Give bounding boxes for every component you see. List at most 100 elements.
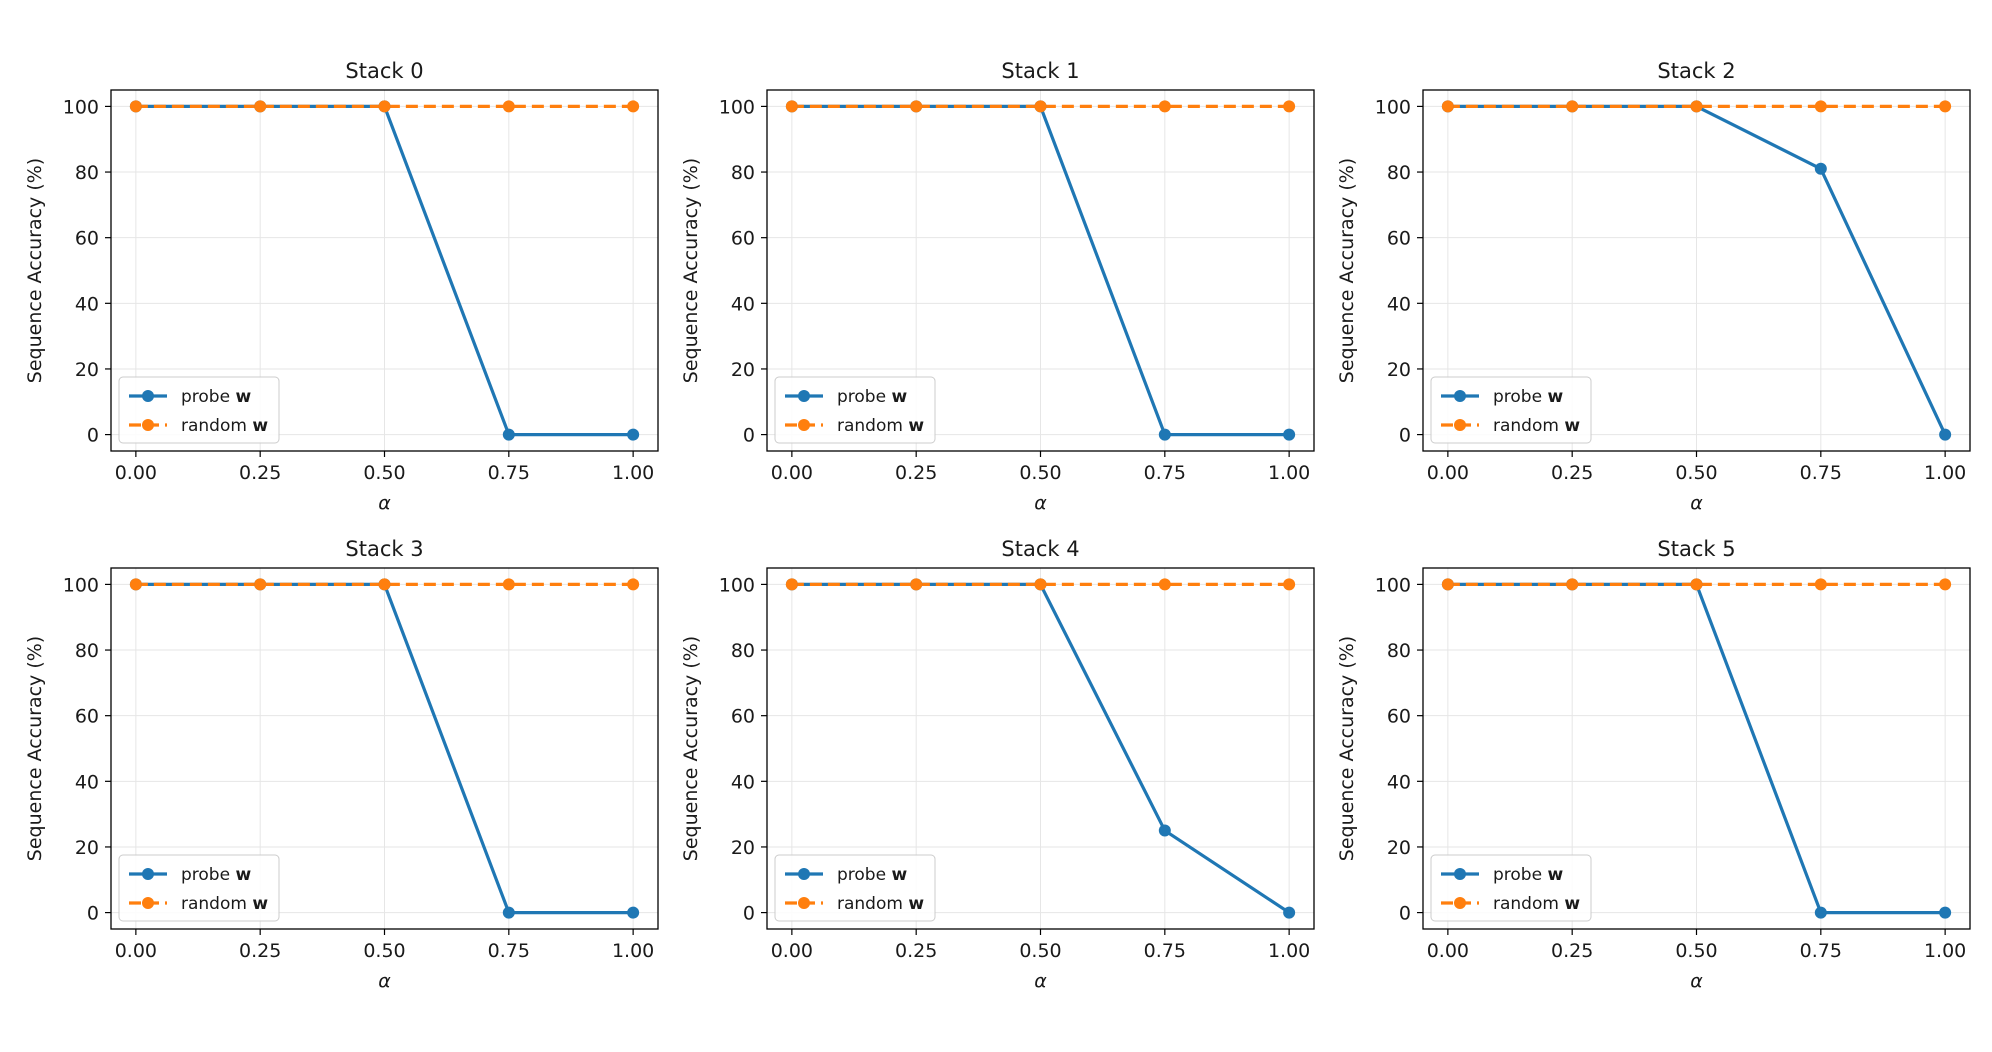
- legend-label-probe: probe w: [181, 387, 251, 407]
- legend-swatch-marker: [1454, 390, 1466, 402]
- legend-label-probe: probe w: [837, 865, 907, 885]
- data-point-random: [1283, 578, 1296, 591]
- legend-label-text: random: [837, 894, 908, 914]
- legend-swatch-marker: [798, 419, 810, 431]
- subplot-2: 0.00 0.25 0.50 0.75 1.00 0 20 40 60 80 100 Stack 2 α…: [1336, 59, 1971, 514]
- data-point-probe: [1814, 162, 1827, 175]
- x-tick-label: 0.75: [1800, 940, 1842, 962]
- y-tick-label: 60: [75, 706, 99, 728]
- subplot-5: 0.00 0.25 0.50 0.75 1.00 0 20 40 60 80 100 Stack 5 α…: [1336, 537, 1971, 992]
- x-axis-label: α: [1034, 970, 1047, 992]
- x-tick-label: 0.75: [488, 940, 530, 962]
- x-tick-label: 0.25: [239, 462, 281, 484]
- subplot-title: Stack 3: [345, 537, 423, 561]
- x-tick-label: 0.25: [1551, 940, 1593, 962]
- x-tick-label: 0.25: [1551, 462, 1593, 484]
- y-axis-label: Sequence Accuracy (%): [1336, 158, 1358, 383]
- legend-label-random: random w: [837, 416, 924, 436]
- legend-label-text: random: [181, 894, 252, 914]
- legend-label-bold: w: [252, 894, 268, 914]
- legend-label-probe: probe w: [1493, 387, 1563, 407]
- legend-label-text: probe: [837, 387, 891, 407]
- y-tick-label: 20: [75, 359, 99, 381]
- data-point-probe: [1939, 906, 1952, 919]
- y-tick-label: 100: [63, 96, 99, 118]
- y-tick-label: 0: [1399, 425, 1411, 447]
- legend-swatch-marker: [1454, 897, 1466, 909]
- y-tick-label: 40: [1387, 293, 1411, 315]
- x-tick-label: 0.50: [1019, 940, 1061, 962]
- data-point-random: [910, 100, 923, 113]
- subplot-0: 0.00 0.25 0.50 0.75 1.00 0 20 40 60 80 100 Stack 0 α…: [24, 59, 659, 514]
- subplot-4: 0.00 0.25 0.50 0.75 1.00 0 20 40 60 80 100 Stack 4 α…: [680, 537, 1315, 992]
- legend-label-bold: w: [1547, 865, 1563, 885]
- legend-label-bold: w: [891, 865, 907, 885]
- y-tick-label: 20: [1387, 359, 1411, 381]
- x-tick-label: 1.00: [612, 462, 654, 484]
- data-point-random: [502, 100, 515, 113]
- data-point-random: [129, 578, 142, 591]
- x-tick-label: 0.75: [1144, 940, 1186, 962]
- subplot-title: Stack 0: [345, 59, 423, 83]
- legend-label-bold: w: [1564, 894, 1580, 914]
- y-tick-label: 80: [1387, 162, 1411, 184]
- legend-label-text: random: [1493, 894, 1564, 914]
- x-tick-label: 0.25: [895, 462, 937, 484]
- x-tick-label: 0.00: [771, 462, 813, 484]
- legend-swatch-marker: [142, 897, 154, 909]
- subplot-title: Stack 5: [1657, 537, 1735, 561]
- y-tick-label: 60: [731, 228, 755, 250]
- x-tick-label: 0.00: [115, 940, 157, 962]
- legend-label-bold: w: [235, 387, 251, 407]
- x-tick-label: 0.50: [363, 462, 405, 484]
- data-point-random: [1690, 100, 1703, 113]
- legend: probe w random w: [774, 854, 936, 922]
- x-tick-label: 0.75: [488, 462, 530, 484]
- data-point-probe: [502, 906, 515, 919]
- legend-label-bold: w: [235, 865, 251, 885]
- y-tick-label: 80: [75, 640, 99, 662]
- data-point-random: [129, 100, 142, 113]
- subplot-1: 0.00 0.25 0.50 0.75 1.00 0 20 40 60 80 100 Stack 1 α…: [680, 59, 1315, 514]
- legend-label-random: random w: [181, 416, 268, 436]
- legend-label-bold: w: [252, 416, 268, 436]
- legend-swatch-marker: [798, 868, 810, 880]
- data-point-probe: [1814, 906, 1827, 919]
- y-tick-label: 100: [63, 574, 99, 596]
- data-point-random: [1158, 100, 1171, 113]
- y-tick-label: 40: [1387, 771, 1411, 793]
- y-tick-label: 60: [1387, 228, 1411, 250]
- y-tick-label: 20: [75, 837, 99, 859]
- data-point-random: [254, 578, 267, 591]
- x-axis-label: α: [378, 492, 391, 514]
- y-tick-label: 0: [1399, 903, 1411, 925]
- x-axis-label: α: [1034, 492, 1047, 514]
- y-tick-label: 20: [1387, 837, 1411, 859]
- data-point-random: [1034, 578, 1047, 591]
- x-tick-label: 0.00: [1427, 462, 1469, 484]
- x-tick-label: 1.00: [612, 940, 654, 962]
- y-tick-label: 20: [731, 359, 755, 381]
- x-tick-label: 0.00: [771, 940, 813, 962]
- data-point-random: [502, 578, 515, 591]
- y-tick-label: 60: [75, 228, 99, 250]
- data-point-probe: [627, 906, 640, 919]
- x-tick-label: 0.00: [115, 462, 157, 484]
- legend-label-text: probe: [181, 865, 235, 885]
- legend-swatch-marker: [1454, 868, 1466, 880]
- y-tick-label: 80: [75, 162, 99, 184]
- data-point-random: [785, 578, 798, 591]
- data-point-random: [785, 100, 798, 113]
- y-tick-label: 0: [87, 425, 99, 447]
- data-point-probe: [502, 428, 515, 441]
- y-axis-label: Sequence Accuracy (%): [24, 636, 46, 861]
- x-tick-label: 1.00: [1924, 462, 1966, 484]
- x-tick-label: 0.75: [1144, 462, 1186, 484]
- legend-label-probe: probe w: [1493, 865, 1563, 885]
- y-tick-label: 40: [731, 293, 755, 315]
- subplot-title: Stack 2: [1657, 59, 1735, 83]
- x-tick-label: 1.00: [1268, 940, 1310, 962]
- data-point-random: [378, 578, 391, 591]
